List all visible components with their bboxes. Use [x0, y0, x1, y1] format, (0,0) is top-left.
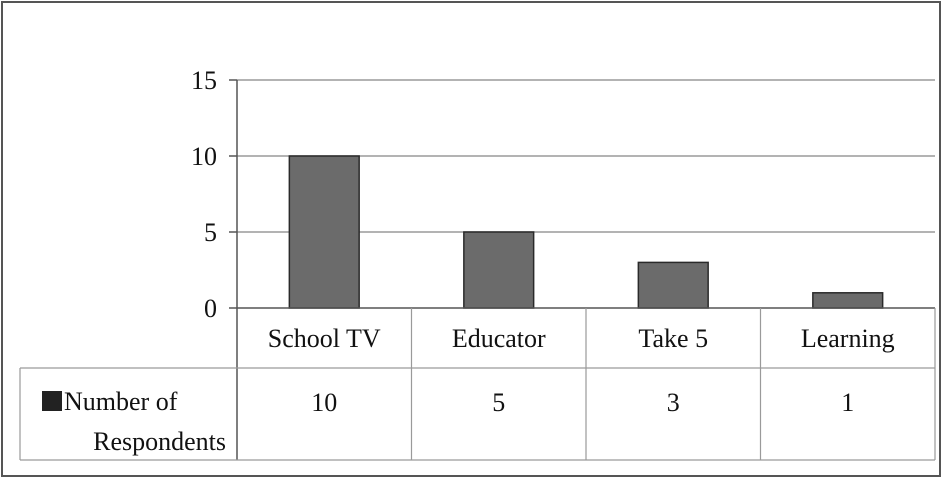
category-label: Educator	[452, 324, 546, 353]
y-tick-label: 15	[191, 66, 217, 95]
category-label: Learning	[801, 324, 895, 353]
bar-school-tv	[288, 155, 360, 309]
y-tick-label: 5	[204, 218, 217, 247]
data-label: 10	[311, 388, 337, 417]
y-tick-label: 0	[204, 294, 217, 323]
data-label: 5	[492, 388, 505, 417]
data-label: 1	[841, 388, 854, 417]
data-table: School TV Educator Take 5 Learning 10 5 3 1 Numb…	[19, 307, 936, 461]
data-label: 3	[667, 388, 680, 417]
bar-educator	[463, 231, 535, 309]
category-label: Take 5	[638, 324, 708, 353]
bar-learning	[812, 292, 884, 309]
y-tick-label: 10	[191, 142, 217, 171]
legend-key	[42, 391, 62, 411]
bar-take-5	[637, 261, 709, 309]
legend-series-name: Number of Respondents	[64, 387, 226, 456]
y-axis: 0 5 10 15	[191, 66, 238, 460]
category-label: School TV	[268, 324, 381, 353]
bars	[288, 155, 884, 309]
